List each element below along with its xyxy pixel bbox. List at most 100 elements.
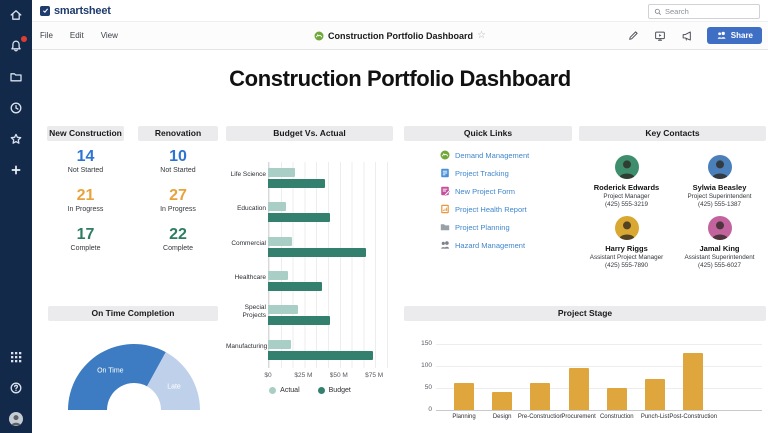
recents-icon[interactable]: [8, 100, 24, 116]
dashboard-canvas: Construction Portfolio Dashboard New Con…: [32, 50, 768, 433]
create-icon[interactable]: [8, 162, 24, 178]
stage-bar-construction: [606, 388, 627, 410]
contact-phone: (425) 555-7890: [604, 262, 649, 269]
sheet-icon: [440, 168, 450, 178]
notifications-icon[interactable]: [8, 36, 27, 54]
panel-header-new-construction: New Construction: [47, 126, 124, 141]
budget-category-label: Commercial: [231, 239, 266, 247]
dashboard-icon: [440, 150, 450, 160]
quick-link-label: Demand Management: [455, 150, 530, 160]
menu-edit[interactable]: Edit: [69, 31, 84, 40]
stat-value: 27: [169, 187, 187, 204]
stage-bar-pre-construction: [530, 382, 551, 410]
panel-header-budget-vs-actual: Budget Vs. Actual: [226, 126, 393, 141]
contact-avatar: [707, 155, 732, 179]
contact-avatar: [614, 216, 639, 240]
search-box[interactable]: [648, 4, 760, 19]
quick-link-project-health-report[interactable]: Project Health Report: [440, 204, 529, 214]
contact-name: Jamal King: [699, 244, 740, 253]
help-icon[interactable]: [8, 380, 24, 396]
quick-link-project-planning[interactable]: Project Planning: [440, 222, 529, 232]
main-column: smartsheet File Edit View Construction P…: [32, 0, 768, 433]
announce-megaphone-icon[interactable]: [680, 29, 694, 43]
stage-category-label: Post-Construction: [669, 414, 718, 420]
contact-phone: (425) 555-3219: [604, 201, 649, 208]
people-icon: [440, 240, 450, 250]
stage-category-label: Construction: [599, 414, 634, 420]
legend-label: Actual: [280, 387, 300, 394]
key-contacts-grid: Roderick Edwards Project Manager (425) 555…: [580, 155, 766, 269]
edit-pencil-icon[interactable]: [626, 29, 640, 43]
toolbar-actions: Share: [626, 27, 762, 44]
renovation-stats: 10 Not Started 27 In Progress 22 Complete: [138, 148, 218, 265]
budget-bar: [268, 247, 366, 257]
left-rail: [0, 0, 32, 433]
budget-category-label: Life Science: [230, 171, 266, 178]
share-people-icon: [717, 31, 726, 39]
account-icon[interactable]: [8, 411, 24, 427]
form-icon: [440, 186, 450, 196]
contact-role: Project Superintendent: [687, 193, 752, 200]
quick-links-list: Demand Management Project Tracking New Pro…: [440, 150, 529, 258]
menu-items: File Edit View: [40, 31, 118, 40]
budget-bar: [268, 213, 331, 223]
panel-header-on-time-completion: On Time Completion: [48, 306, 218, 321]
stat-label: In Progress: [160, 206, 196, 213]
stage-bar-procurement: [568, 367, 589, 410]
stat-label: Complete: [70, 245, 101, 252]
actual-bar: [268, 305, 298, 315]
stat-label: Complete: [163, 245, 193, 252]
stat-value: 22: [169, 226, 187, 243]
legend-actual: Actual: [269, 387, 300, 394]
stage-bar-planning: [454, 382, 474, 410]
panel-header-key-contacts: Key Contacts: [579, 126, 766, 141]
stat-value: 10: [169, 148, 187, 165]
share-button[interactable]: Share: [706, 27, 762, 44]
contact-card-harry-riggs: Harry Riggs Assistant Project Manager (425…: [580, 216, 673, 269]
share-label: Share: [730, 31, 753, 40]
favorites-icon[interactable]: [8, 131, 24, 147]
stat-in-progress: 21 In Progress: [68, 187, 104, 213]
stage-gridline: [436, 388, 762, 389]
budget-bar: [268, 316, 331, 326]
folder-icon: [440, 222, 450, 232]
quick-link-hazard-management[interactable]: Hazard Management: [440, 240, 529, 250]
search-input[interactable]: [665, 7, 745, 16]
stat-not-started: 10 Not Started: [160, 148, 195, 174]
smartsheet-logo[interactable]: smartsheet: [40, 5, 111, 17]
home-icon[interactable]: [8, 7, 24, 23]
contact-name: Roderick Edwards: [593, 183, 660, 192]
project-stage-chart: 0 50 100 150 Planning Design Pre-Construction P…: [404, 326, 766, 432]
legend-dot: [317, 387, 325, 394]
quick-link-label: Hazard Management: [455, 240, 526, 250]
stage-category-label: Pre-Construction: [517, 414, 563, 420]
budget-vs-actual-chart: Life Science Education Commercial Healthcar…: [226, 141, 396, 403]
document-title: Construction Portfolio Dashboard ☆: [314, 29, 486, 41]
contact-name: Harry Riggs: [605, 244, 648, 253]
quick-link-label: New Project Form: [455, 186, 516, 196]
favorite-star-icon[interactable]: ☆: [477, 29, 486, 41]
logo-check-icon: [40, 5, 50, 16]
menu-file[interactable]: File: [40, 31, 53, 40]
present-monitor-icon[interactable]: [653, 29, 667, 43]
page-title: Construction Portfolio Dashboard: [229, 66, 571, 91]
stage-bar-punch-list: [645, 379, 665, 410]
budget-gridlines: [268, 162, 396, 368]
quick-link-new-project-form[interactable]: New Project Form: [440, 186, 529, 196]
stage-gridline: [436, 366, 762, 367]
budget-bar: [268, 179, 325, 188]
stage-y-tick: 50: [424, 384, 432, 391]
quick-link-project-tracking[interactable]: Project Tracking: [440, 168, 529, 178]
apps-icon[interactable]: [8, 349, 24, 365]
budget-x-tick: $25 M: [294, 372, 313, 379]
panel-header-quick-links: Quick Links: [404, 126, 572, 141]
folders-icon[interactable]: [8, 69, 24, 85]
on-time-completion-gauge: On Time Late: [67, 343, 201, 411]
stage-category-label: Planning: [452, 414, 476, 420]
quick-link-label: Project Tracking: [455, 168, 509, 178]
budget-category-label: Healthcare: [234, 273, 266, 281]
menu-view[interactable]: View: [100, 31, 118, 40]
quick-link-demand-management[interactable]: Demand Management: [440, 150, 529, 160]
stat-value: 21: [76, 187, 95, 204]
dashboard-doc-icon: [314, 31, 324, 40]
